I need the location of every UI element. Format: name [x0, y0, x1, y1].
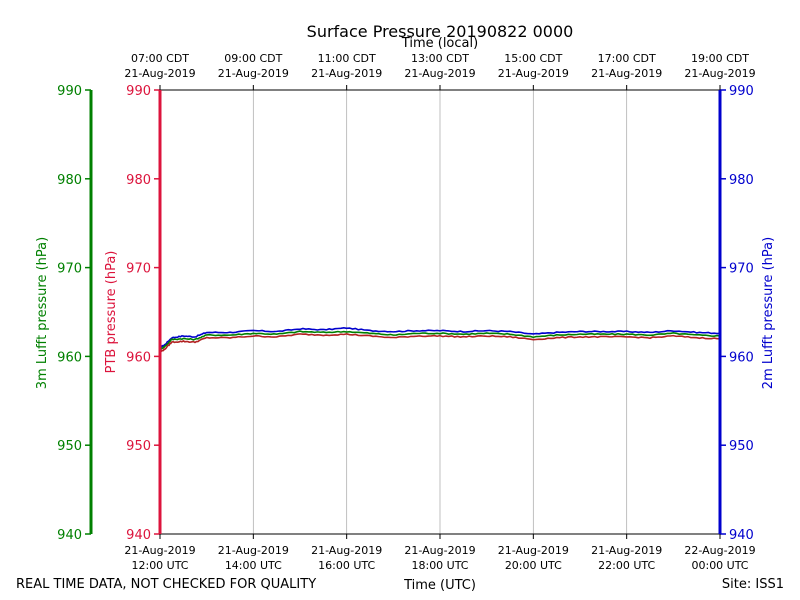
top-tick-label-date: 21-Aug-2019 — [404, 67, 475, 80]
lufft2m-tick-label: 980 — [729, 173, 754, 188]
top-tick-label-date: 21-Aug-2019 — [684, 67, 755, 80]
top-tick-label-time: 09:00 CDT — [224, 52, 282, 65]
bottom-tick-label-time: 00:00 UTC — [691, 559, 748, 572]
ptb-tick-label: 950 — [126, 439, 151, 454]
top-axis-label: Time (local) — [401, 36, 478, 51]
lufft2m-tick-label: 990 — [729, 84, 754, 99]
chart-title: Surface Pressure 20190822 0000 — [307, 22, 574, 41]
lufft2m-axis-title: 2m Lufft pressure (hPa) — [761, 237, 776, 389]
top-tick-label-date: 21-Aug-2019 — [591, 67, 662, 80]
lufft2m-tick-label: 970 — [729, 262, 754, 277]
bottom-tick-label-date: 21-Aug-2019 — [124, 544, 195, 557]
top-tick-label-date: 21-Aug-2019 — [311, 67, 382, 80]
series-line-ptb — [159, 333, 720, 353]
lufft2m-tick-label: 960 — [729, 350, 754, 365]
top-tick-label-time: 13:00 CDT — [411, 52, 469, 65]
top-tick-label-time: 19:00 CDT — [691, 52, 749, 65]
bottom-tick-label-time: 20:00 UTC — [505, 559, 562, 572]
bottom-tick-label-date: 21-Aug-2019 — [404, 544, 475, 557]
lufft3m-tick-label: 980 — [57, 173, 82, 188]
series-lines — [159, 327, 721, 353]
top-tick-label-time: 15:00 CDT — [504, 52, 562, 65]
top-tick-label-time: 17:00 CDT — [598, 52, 656, 65]
top-tick-label-date: 21-Aug-2019 — [124, 67, 195, 80]
lufft2m-tick-label: 950 — [729, 439, 754, 454]
bottom-axis-label: Time (UTC) — [403, 578, 476, 593]
bottom-tick-label-date: 21-Aug-2019 — [218, 544, 289, 557]
ptb-tick-label: 990 — [126, 84, 151, 99]
lufft3m-tick-label: 950 — [57, 439, 82, 454]
top-tick-label-time: 11:00 CDT — [318, 52, 376, 65]
ptb-tick-label: 980 — [126, 173, 151, 188]
lufft3m-tick-label: 970 — [57, 262, 82, 277]
site-label: Site: ISS1 — [722, 577, 784, 592]
bottom-tick-label-time: 14:00 UTC — [225, 559, 282, 572]
series-line-lufft3m — [159, 330, 721, 351]
top-tick-label-time: 07:00 CDT — [131, 52, 189, 65]
lufft3m-tick-label: 990 — [57, 84, 82, 99]
top-tick-label-date: 21-Aug-2019 — [498, 67, 569, 80]
bottom-tick-label-date: 21-Aug-2019 — [498, 544, 569, 557]
quality-note: REAL TIME DATA, NOT CHECKED FOR QUALITY — [16, 577, 316, 592]
bottom-tick-label-time: 12:00 UTC — [131, 559, 188, 572]
lufft3m-axis-title: 3m Lufft pressure (hPa) — [35, 237, 50, 389]
bottom-tick-label-time: 18:00 UTC — [411, 559, 468, 572]
lufft3m-tick-label: 960 — [57, 350, 82, 365]
ptb-axis-title: PTB pressure (hPa) — [104, 251, 119, 374]
ptb-tick-label: 940 — [126, 528, 151, 543]
ptb-tick-label: 960 — [126, 350, 151, 365]
bottom-tick-label-time: 16:00 UTC — [318, 559, 375, 572]
series-line-lufft2m — [159, 327, 721, 349]
bottom-tick-label-date: 21-Aug-2019 — [591, 544, 662, 557]
axes: 940 940 940 950 950 950 960 960 960 970 970 970 980 9… — [35, 52, 776, 572]
bottom-tick-label-time: 22:00 UTC — [598, 559, 655, 572]
bottom-tick-label-date: 21-Aug-2019 — [311, 544, 382, 557]
bottom-tick-label-date: 22-Aug-2019 — [684, 544, 755, 557]
top-tick-label-date: 21-Aug-2019 — [218, 67, 289, 80]
lufft3m-tick-label: 940 — [57, 528, 82, 543]
grid-lines — [252, 90, 628, 534]
lufft2m-tick-label: 940 — [729, 528, 754, 543]
ptb-tick-label: 970 — [126, 262, 151, 277]
